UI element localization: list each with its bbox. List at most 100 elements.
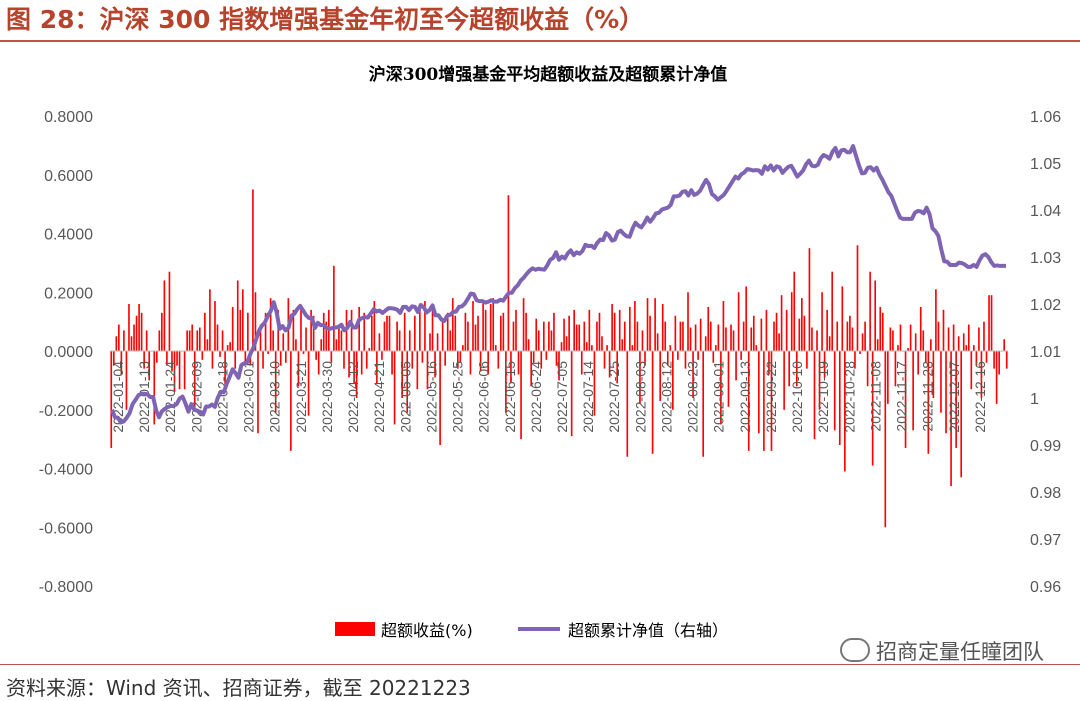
bar <box>451 298 454 351</box>
bar <box>952 324 955 351</box>
bar <box>527 339 530 351</box>
bar <box>608 351 611 378</box>
bar <box>990 295 993 351</box>
bar <box>543 321 545 352</box>
x-tick-label: 2022-06-15 <box>502 361 518 433</box>
bar <box>292 309 295 352</box>
right-tick-label: 1.02 <box>1030 297 1061 314</box>
bar <box>836 321 839 352</box>
bar <box>869 271 871 351</box>
bar <box>919 306 922 351</box>
bar <box>502 312 505 351</box>
bar <box>168 271 171 351</box>
legend-bar-label: 超额收益(%) <box>381 621 473 640</box>
bar <box>864 321 866 352</box>
bar <box>687 292 689 351</box>
bar <box>801 298 803 351</box>
bar <box>897 345 899 352</box>
bar <box>912 351 914 431</box>
bar <box>730 324 732 351</box>
bar <box>376 351 378 384</box>
bar <box>661 304 664 351</box>
bar <box>626 351 629 457</box>
bar <box>697 351 699 360</box>
bar <box>467 321 469 352</box>
bar <box>907 348 909 351</box>
bar <box>583 321 586 352</box>
bar <box>234 351 237 369</box>
bar <box>128 304 130 351</box>
bar <box>193 351 196 410</box>
bar <box>252 189 254 351</box>
bar <box>947 327 950 351</box>
bar <box>558 351 560 381</box>
bar <box>333 265 335 351</box>
bar <box>426 351 429 390</box>
bar <box>725 327 727 351</box>
bar <box>343 351 345 369</box>
bar <box>793 271 796 351</box>
bar <box>236 280 239 351</box>
bar <box>507 195 510 351</box>
bar <box>115 336 118 351</box>
bar <box>239 309 242 352</box>
bar <box>241 289 244 351</box>
bar <box>178 351 181 390</box>
x-tick-label: 2022-05-25 <box>450 361 466 433</box>
bar <box>965 345 968 352</box>
bar <box>740 351 742 360</box>
bar <box>745 286 748 352</box>
bar <box>264 312 267 351</box>
bar <box>707 306 710 351</box>
bar <box>479 351 482 372</box>
bar <box>537 330 540 351</box>
bar <box>704 336 707 351</box>
bar <box>950 351 952 487</box>
x-tick-label: 2022-05-16 <box>423 361 439 433</box>
bar <box>851 327 854 351</box>
x-tick-label: 2022-11-08 <box>867 361 883 432</box>
bar <box>145 330 148 351</box>
bar <box>510 351 512 384</box>
bar <box>826 309 828 352</box>
bar <box>932 351 935 398</box>
bar <box>763 351 765 451</box>
bar <box>618 309 621 352</box>
bar <box>914 333 917 352</box>
bar <box>702 351 704 457</box>
bar <box>373 301 376 351</box>
bar <box>621 339 624 351</box>
bar <box>226 345 229 352</box>
bar <box>945 351 947 434</box>
bar <box>484 309 487 352</box>
bar <box>806 351 808 369</box>
bar <box>219 351 221 357</box>
chart-title: 沪深300增强基金平均超额收益及超额累计净值 <box>369 64 728 85</box>
bar <box>649 315 651 351</box>
bar <box>760 318 763 351</box>
bar <box>173 351 176 393</box>
left-tick-label: 0.4000 <box>44 227 93 244</box>
bar <box>715 345 717 352</box>
bar <box>758 351 760 434</box>
x-tick-label: 2022-11-17 <box>894 361 910 432</box>
x-tick-label: 2022-04-21 <box>371 361 387 433</box>
bar <box>163 280 166 351</box>
bar <box>229 342 231 351</box>
bar <box>909 324 912 351</box>
bar <box>391 351 393 375</box>
legend-bar-swatch <box>335 622 375 636</box>
bar <box>613 312 616 351</box>
bar <box>578 324 581 351</box>
bar <box>290 351 292 451</box>
bar <box>570 351 573 437</box>
bar <box>841 286 844 352</box>
bar <box>770 351 773 451</box>
bar <box>750 327 753 351</box>
right-tick-label: 0.98 <box>1030 485 1061 502</box>
x-tick-label: 2022-02-18 <box>215 361 231 433</box>
bar <box>393 351 396 425</box>
bar <box>573 309 575 352</box>
bar <box>355 351 358 398</box>
